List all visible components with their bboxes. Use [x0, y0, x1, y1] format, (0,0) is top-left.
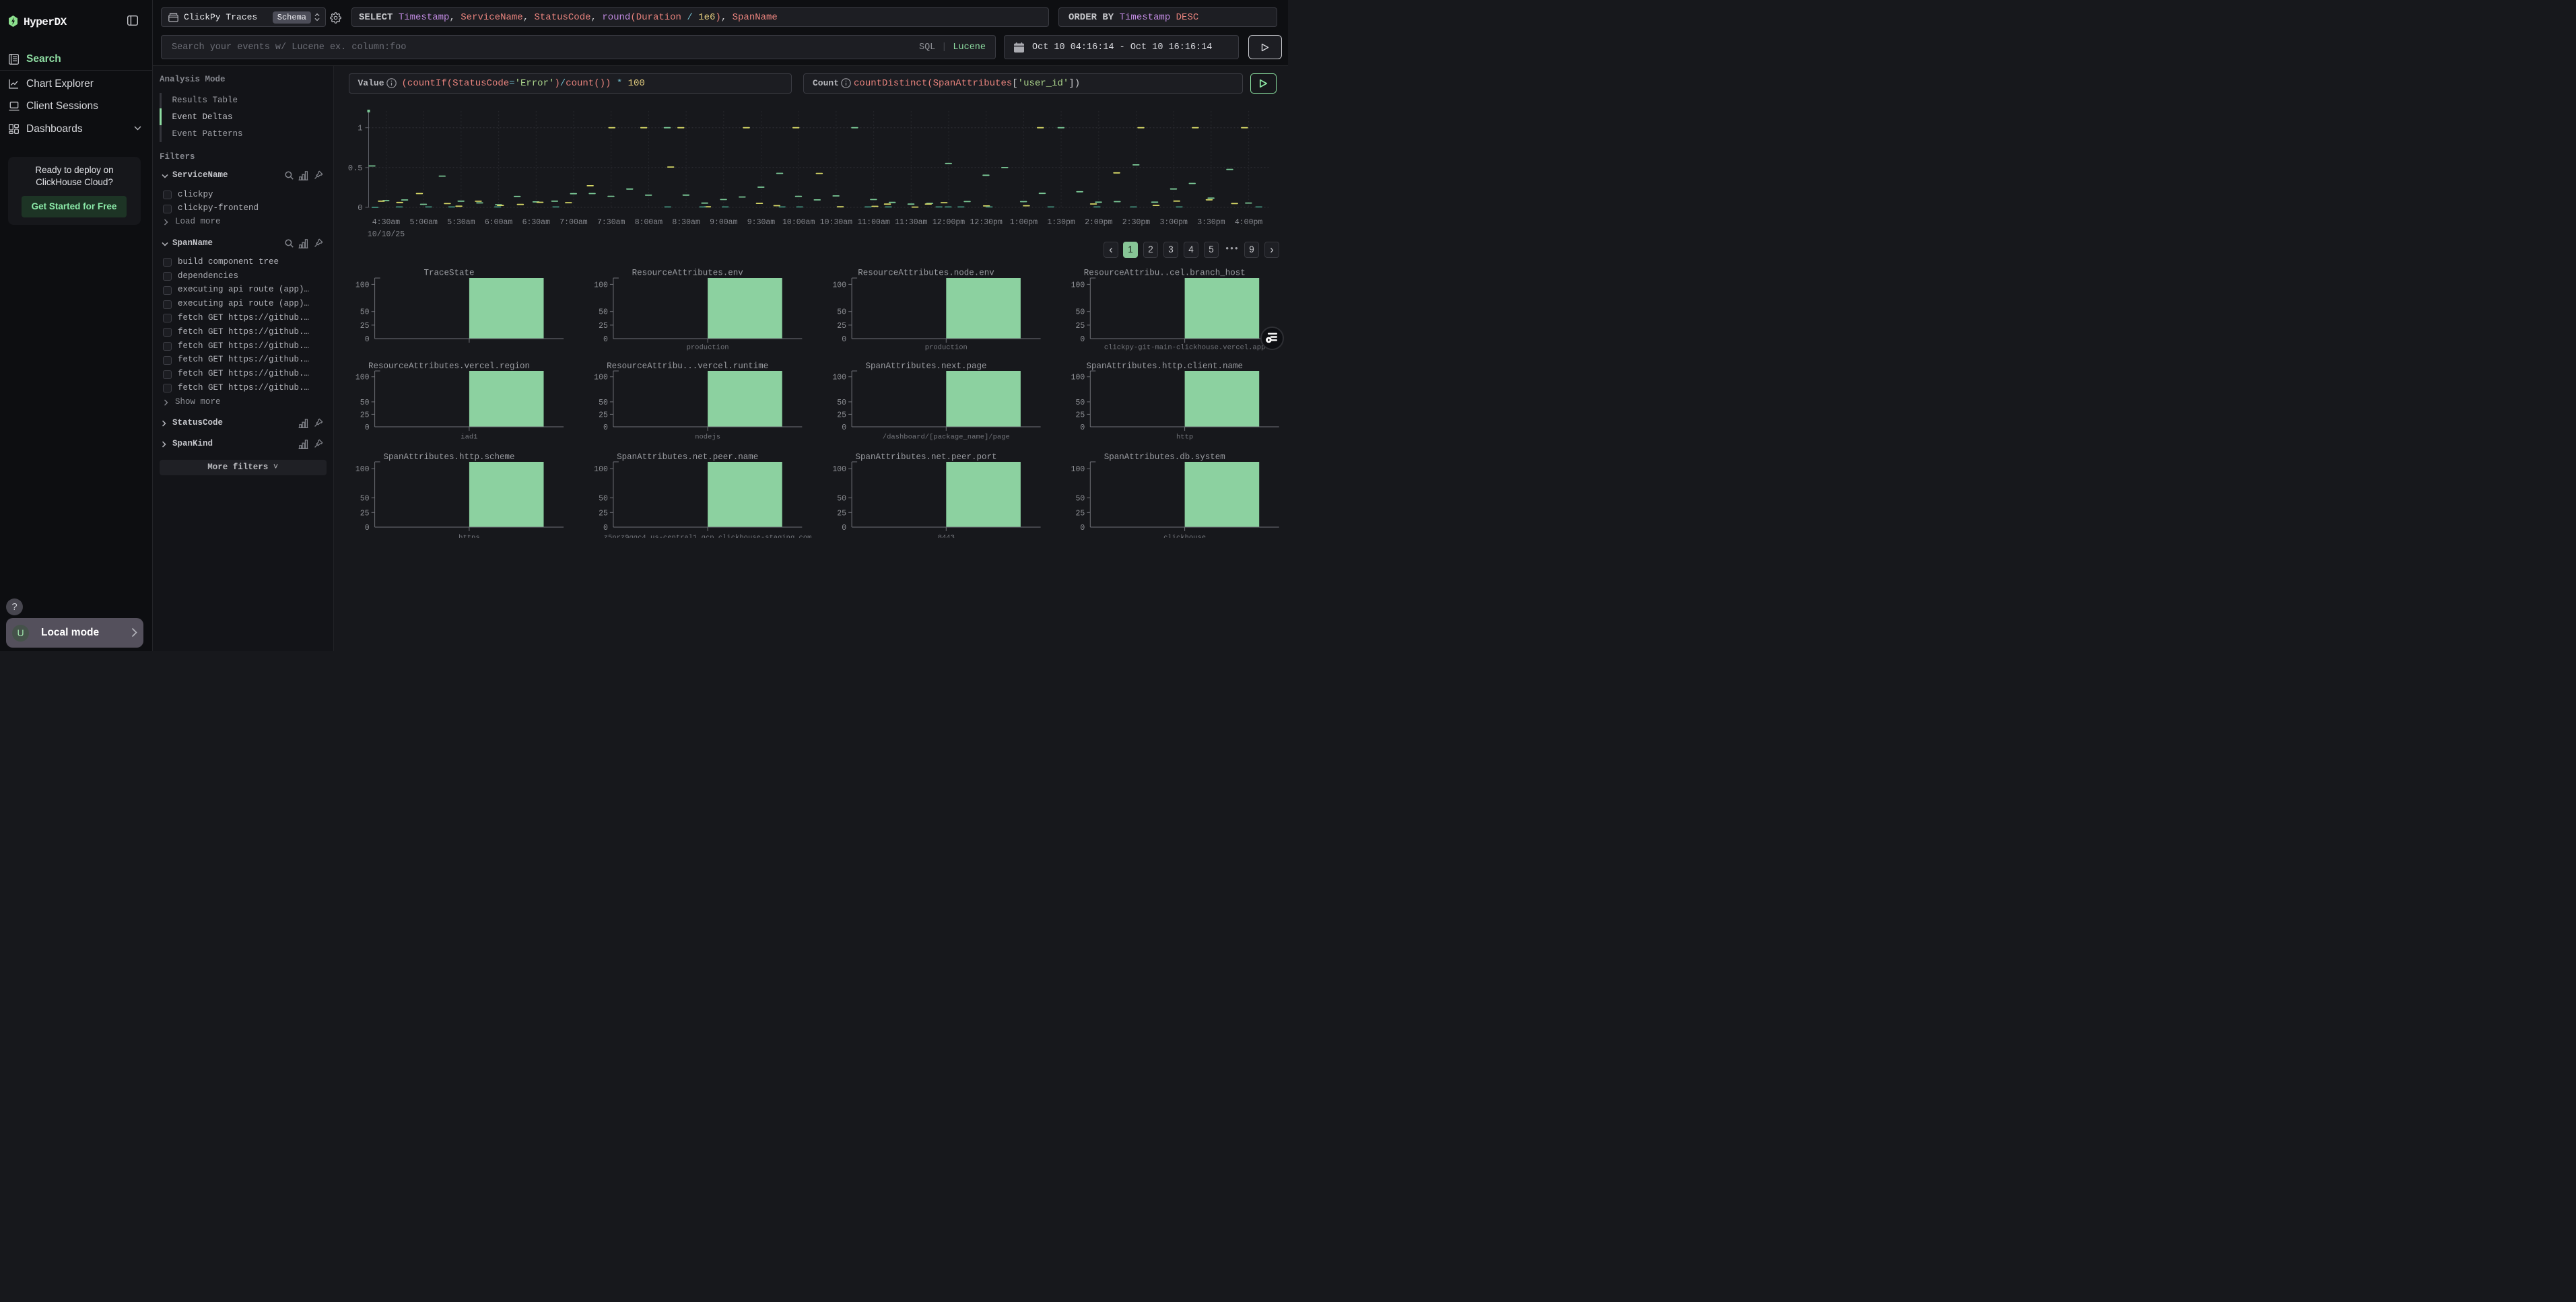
svg-text:0: 0 — [842, 423, 846, 432]
svg-text:iad1: iad1 — [461, 434, 477, 442]
svg-text:0: 0 — [1080, 423, 1085, 432]
svg-text:clickhouse: clickhouse — [1163, 534, 1206, 538]
svg-text:0.5: 0.5 — [348, 164, 363, 173]
svg-text:4:30am: 4:30am — [372, 218, 401, 227]
svg-text:http: http — [1176, 434, 1193, 442]
svg-text:0: 0 — [842, 335, 846, 344]
svg-text:/dashboard/[package_name]/page: /dashboard/[package_name]/page — [883, 434, 1010, 442]
svg-text:0: 0 — [603, 524, 608, 533]
svg-text:7:00am: 7:00am — [560, 218, 588, 227]
svg-text:100: 100 — [832, 281, 846, 289]
svg-text:ResourceAttributes.vercel.regi: ResourceAttributes.vercel.region — [368, 362, 530, 371]
svg-text:100: 100 — [355, 374, 370, 382]
svg-text:25: 25 — [360, 322, 370, 331]
svg-text:100: 100 — [594, 281, 608, 289]
svg-text:ResourceAttribu..cel.branch_ho: ResourceAttribu..cel.branch_host — [1084, 269, 1246, 278]
svg-text:clickpy-git-main-clickhouse.ve: clickpy-git-main-clickhouse.vercel.app — [1104, 344, 1265, 352]
svg-text:50: 50 — [360, 495, 370, 504]
svg-text:z5prz9ggc4.us-central1.gcp.cli: z5prz9ggc4.us-central1.gcp.clickhouse-st… — [604, 534, 812, 538]
svg-text:3:30pm: 3:30pm — [1197, 218, 1225, 227]
svg-text:10:00am: 10:00am — [782, 218, 815, 227]
svg-text:25: 25 — [360, 509, 370, 518]
svg-text:SpanAttributes.http.client.nam: SpanAttributes.http.client.name — [1087, 362, 1244, 371]
svg-text:8443: 8443 — [938, 534, 955, 538]
svg-text:50: 50 — [360, 399, 370, 407]
svg-text:4:00pm: 4:00pm — [1235, 218, 1263, 227]
svg-text:SpanAttributes.http.scheme: SpanAttributes.http.scheme — [383, 452, 514, 462]
svg-text:SpanAttributes.db.system: SpanAttributes.db.system — [1104, 452, 1225, 462]
svg-text:2:30pm: 2:30pm — [1122, 218, 1151, 227]
svg-text:100: 100 — [832, 374, 846, 382]
svg-text:50: 50 — [1075, 308, 1085, 317]
svg-text:50: 50 — [1075, 495, 1085, 504]
svg-text:9:00am: 9:00am — [710, 218, 738, 227]
svg-text:50: 50 — [599, 308, 608, 317]
svg-text:100: 100 — [594, 374, 608, 382]
svg-text:3:00pm: 3:00pm — [1159, 218, 1188, 227]
svg-text:1:00pm: 1:00pm — [1010, 218, 1038, 227]
svg-text:0: 0 — [603, 423, 608, 432]
svg-text:50: 50 — [599, 495, 608, 504]
svg-text:100: 100 — [594, 465, 608, 474]
svg-text:0: 0 — [603, 335, 608, 344]
svg-text:6:30am: 6:30am — [522, 218, 551, 227]
svg-text:12:00pm: 12:00pm — [933, 218, 965, 227]
svg-text:https: https — [459, 534, 480, 538]
svg-text:1:30pm: 1:30pm — [1047, 218, 1075, 227]
svg-text:50: 50 — [837, 399, 846, 407]
svg-text:25: 25 — [1075, 509, 1085, 518]
svg-text:ResourceAttribu...vercel.runti: ResourceAttribu...vercel.runtime — [607, 362, 768, 371]
svg-text:25: 25 — [599, 411, 608, 419]
svg-text:TraceState: TraceState — [423, 269, 474, 278]
svg-text:25: 25 — [837, 509, 846, 518]
svg-text:0: 0 — [842, 524, 846, 533]
svg-text:1: 1 — [358, 124, 362, 133]
svg-text:8:00am: 8:00am — [635, 218, 663, 227]
svg-text:50: 50 — [1075, 399, 1085, 407]
svg-text:50: 50 — [837, 308, 846, 317]
svg-text:11:00am: 11:00am — [857, 218, 889, 227]
svg-text:50: 50 — [599, 399, 608, 407]
svg-text:6:00am: 6:00am — [485, 218, 513, 227]
svg-text:0: 0 — [1080, 524, 1085, 533]
svg-text:25: 25 — [837, 322, 846, 331]
svg-text:ResourceAttributes.env: ResourceAttributes.env — [632, 269, 744, 278]
svg-text:0: 0 — [365, 524, 370, 533]
svg-text:0: 0 — [358, 203, 362, 213]
svg-text:production: production — [925, 344, 968, 352]
svg-text:50: 50 — [837, 495, 846, 504]
svg-text:12:30pm: 12:30pm — [970, 218, 1003, 227]
svg-text:25: 25 — [837, 411, 846, 419]
svg-text:100: 100 — [1071, 374, 1085, 382]
svg-text:9:30am: 9:30am — [747, 218, 776, 227]
svg-text:100: 100 — [1071, 465, 1085, 474]
svg-text:10/10/25: 10/10/25 — [368, 230, 405, 239]
svg-text:25: 25 — [1075, 411, 1085, 419]
svg-text:nodejs: nodejs — [695, 434, 720, 442]
svg-text:SpanAttributes.net.peer.name: SpanAttributes.net.peer.name — [617, 452, 758, 462]
svg-text:2:00pm: 2:00pm — [1085, 218, 1113, 227]
svg-text:5:30am: 5:30am — [447, 218, 475, 227]
svg-text:10:30am: 10:30am — [820, 218, 852, 227]
svg-text:0: 0 — [365, 335, 370, 344]
svg-text:5:00am: 5:00am — [409, 218, 438, 227]
svg-text:100: 100 — [355, 465, 370, 474]
svg-text:SpanAttributes.net.peer.port: SpanAttributes.net.peer.port — [855, 452, 996, 462]
svg-text:11:30am: 11:30am — [895, 218, 927, 227]
svg-text:ResourceAttributes.node.env: ResourceAttributes.node.env — [858, 269, 994, 278]
svg-text:25: 25 — [360, 411, 370, 419]
svg-text:25: 25 — [599, 509, 608, 518]
svg-text:0: 0 — [1080, 335, 1085, 344]
svg-text:100: 100 — [1071, 281, 1085, 289]
svg-text:production: production — [687, 344, 729, 352]
svg-text:SpanAttributes.next.page: SpanAttributes.next.page — [865, 362, 986, 371]
svg-text:25: 25 — [599, 322, 608, 331]
svg-text:0: 0 — [365, 423, 370, 432]
svg-text:25: 25 — [1075, 322, 1085, 331]
svg-text:100: 100 — [355, 281, 370, 289]
svg-text:7:30am: 7:30am — [597, 218, 625, 227]
svg-text:8:30am: 8:30am — [672, 218, 700, 227]
svg-text:50: 50 — [360, 308, 370, 317]
svg-text:100: 100 — [832, 465, 846, 474]
